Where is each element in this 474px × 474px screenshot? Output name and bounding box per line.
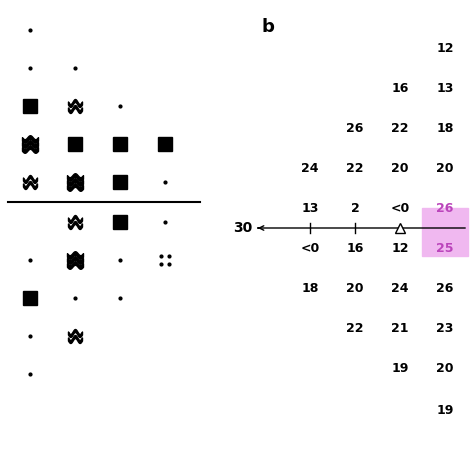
- Text: 24: 24: [301, 162, 319, 174]
- Text: 25: 25: [436, 241, 454, 255]
- Text: b: b: [262, 18, 274, 36]
- Text: 24: 24: [391, 282, 409, 294]
- Text: 26: 26: [346, 121, 364, 135]
- Bar: [23, 291, 37, 305]
- Text: 12: 12: [436, 42, 454, 55]
- Text: 20: 20: [436, 162, 454, 174]
- Text: 26: 26: [436, 201, 454, 215]
- Text: 22: 22: [391, 121, 409, 135]
- Text: 21: 21: [391, 321, 409, 335]
- Text: 22: 22: [346, 321, 364, 335]
- Bar: [158, 137, 172, 151]
- Text: 16: 16: [392, 82, 409, 94]
- Bar: [113, 215, 127, 229]
- Bar: [422, 208, 468, 256]
- Text: 26: 26: [436, 282, 454, 294]
- Text: 19: 19: [392, 362, 409, 374]
- Text: 12: 12: [391, 241, 409, 255]
- Text: 13: 13: [436, 82, 454, 94]
- Text: 22: 22: [346, 162, 364, 174]
- Bar: [113, 175, 127, 189]
- Text: 16: 16: [346, 241, 364, 255]
- Bar: [68, 137, 82, 151]
- Text: <0: <0: [301, 241, 319, 255]
- Text: 20: 20: [346, 282, 364, 294]
- Bar: [113, 137, 127, 151]
- Text: 2: 2: [351, 201, 359, 215]
- Text: <0: <0: [391, 201, 410, 215]
- Text: 13: 13: [301, 201, 319, 215]
- Text: 18: 18: [301, 282, 319, 294]
- Text: 30: 30: [233, 221, 252, 235]
- Text: 20: 20: [391, 162, 409, 174]
- Text: 23: 23: [436, 321, 454, 335]
- Bar: [23, 99, 37, 113]
- Text: 20: 20: [436, 362, 454, 374]
- Text: 18: 18: [436, 121, 454, 135]
- Text: 19: 19: [436, 403, 454, 417]
